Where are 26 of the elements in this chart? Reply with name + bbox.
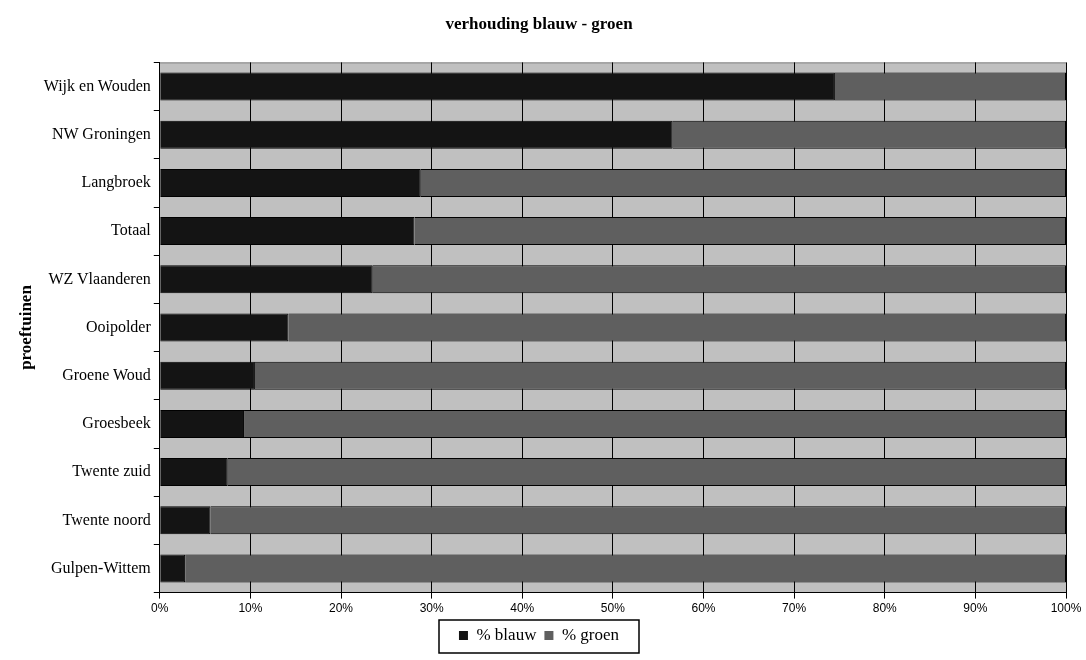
y-tick-label: Wijk en Wouden <box>43 76 151 95</box>
y-axis-title: proeftuinen <box>15 284 35 370</box>
x-tick-label: 100% <box>1050 601 1082 616</box>
chart-title: verhouding blauw - groen <box>445 13 634 33</box>
x-tick-label: 70% <box>782 601 807 616</box>
x-tick-label: 60% <box>691 601 716 616</box>
y-tick-label: NW Groningen <box>51 124 151 143</box>
y-tick-label: Groene Woud <box>62 365 151 383</box>
x-tick-label: 10% <box>238 601 263 616</box>
legend-label: % blauw <box>476 624 538 644</box>
x-tick-label: 20% <box>329 601 354 616</box>
y-tick-label: Ooipolder <box>85 317 152 336</box>
y-tick-label: Langbroek <box>81 173 151 192</box>
x-tick-label: 0% <box>151 601 169 616</box>
x-tick-label: 40% <box>510 601 535 616</box>
legend-label: % groen <box>561 624 620 644</box>
y-tick-label: Groesbeek <box>82 414 151 432</box>
y-tick-label: Gulpen-Wittem <box>50 558 152 577</box>
x-tick-label: 30% <box>419 601 444 616</box>
x-tick-label: 90% <box>963 601 988 616</box>
y-tick-label: Twente noord <box>62 510 151 528</box>
y-tick-label: WZ Vlaanderen <box>48 269 151 287</box>
x-tick-label: 80% <box>872 601 898 616</box>
y-tick-label: Twente zuid <box>72 462 151 480</box>
x-tick-label: 50% <box>600 601 626 616</box>
y-tick-label: Totaal <box>111 221 152 239</box>
